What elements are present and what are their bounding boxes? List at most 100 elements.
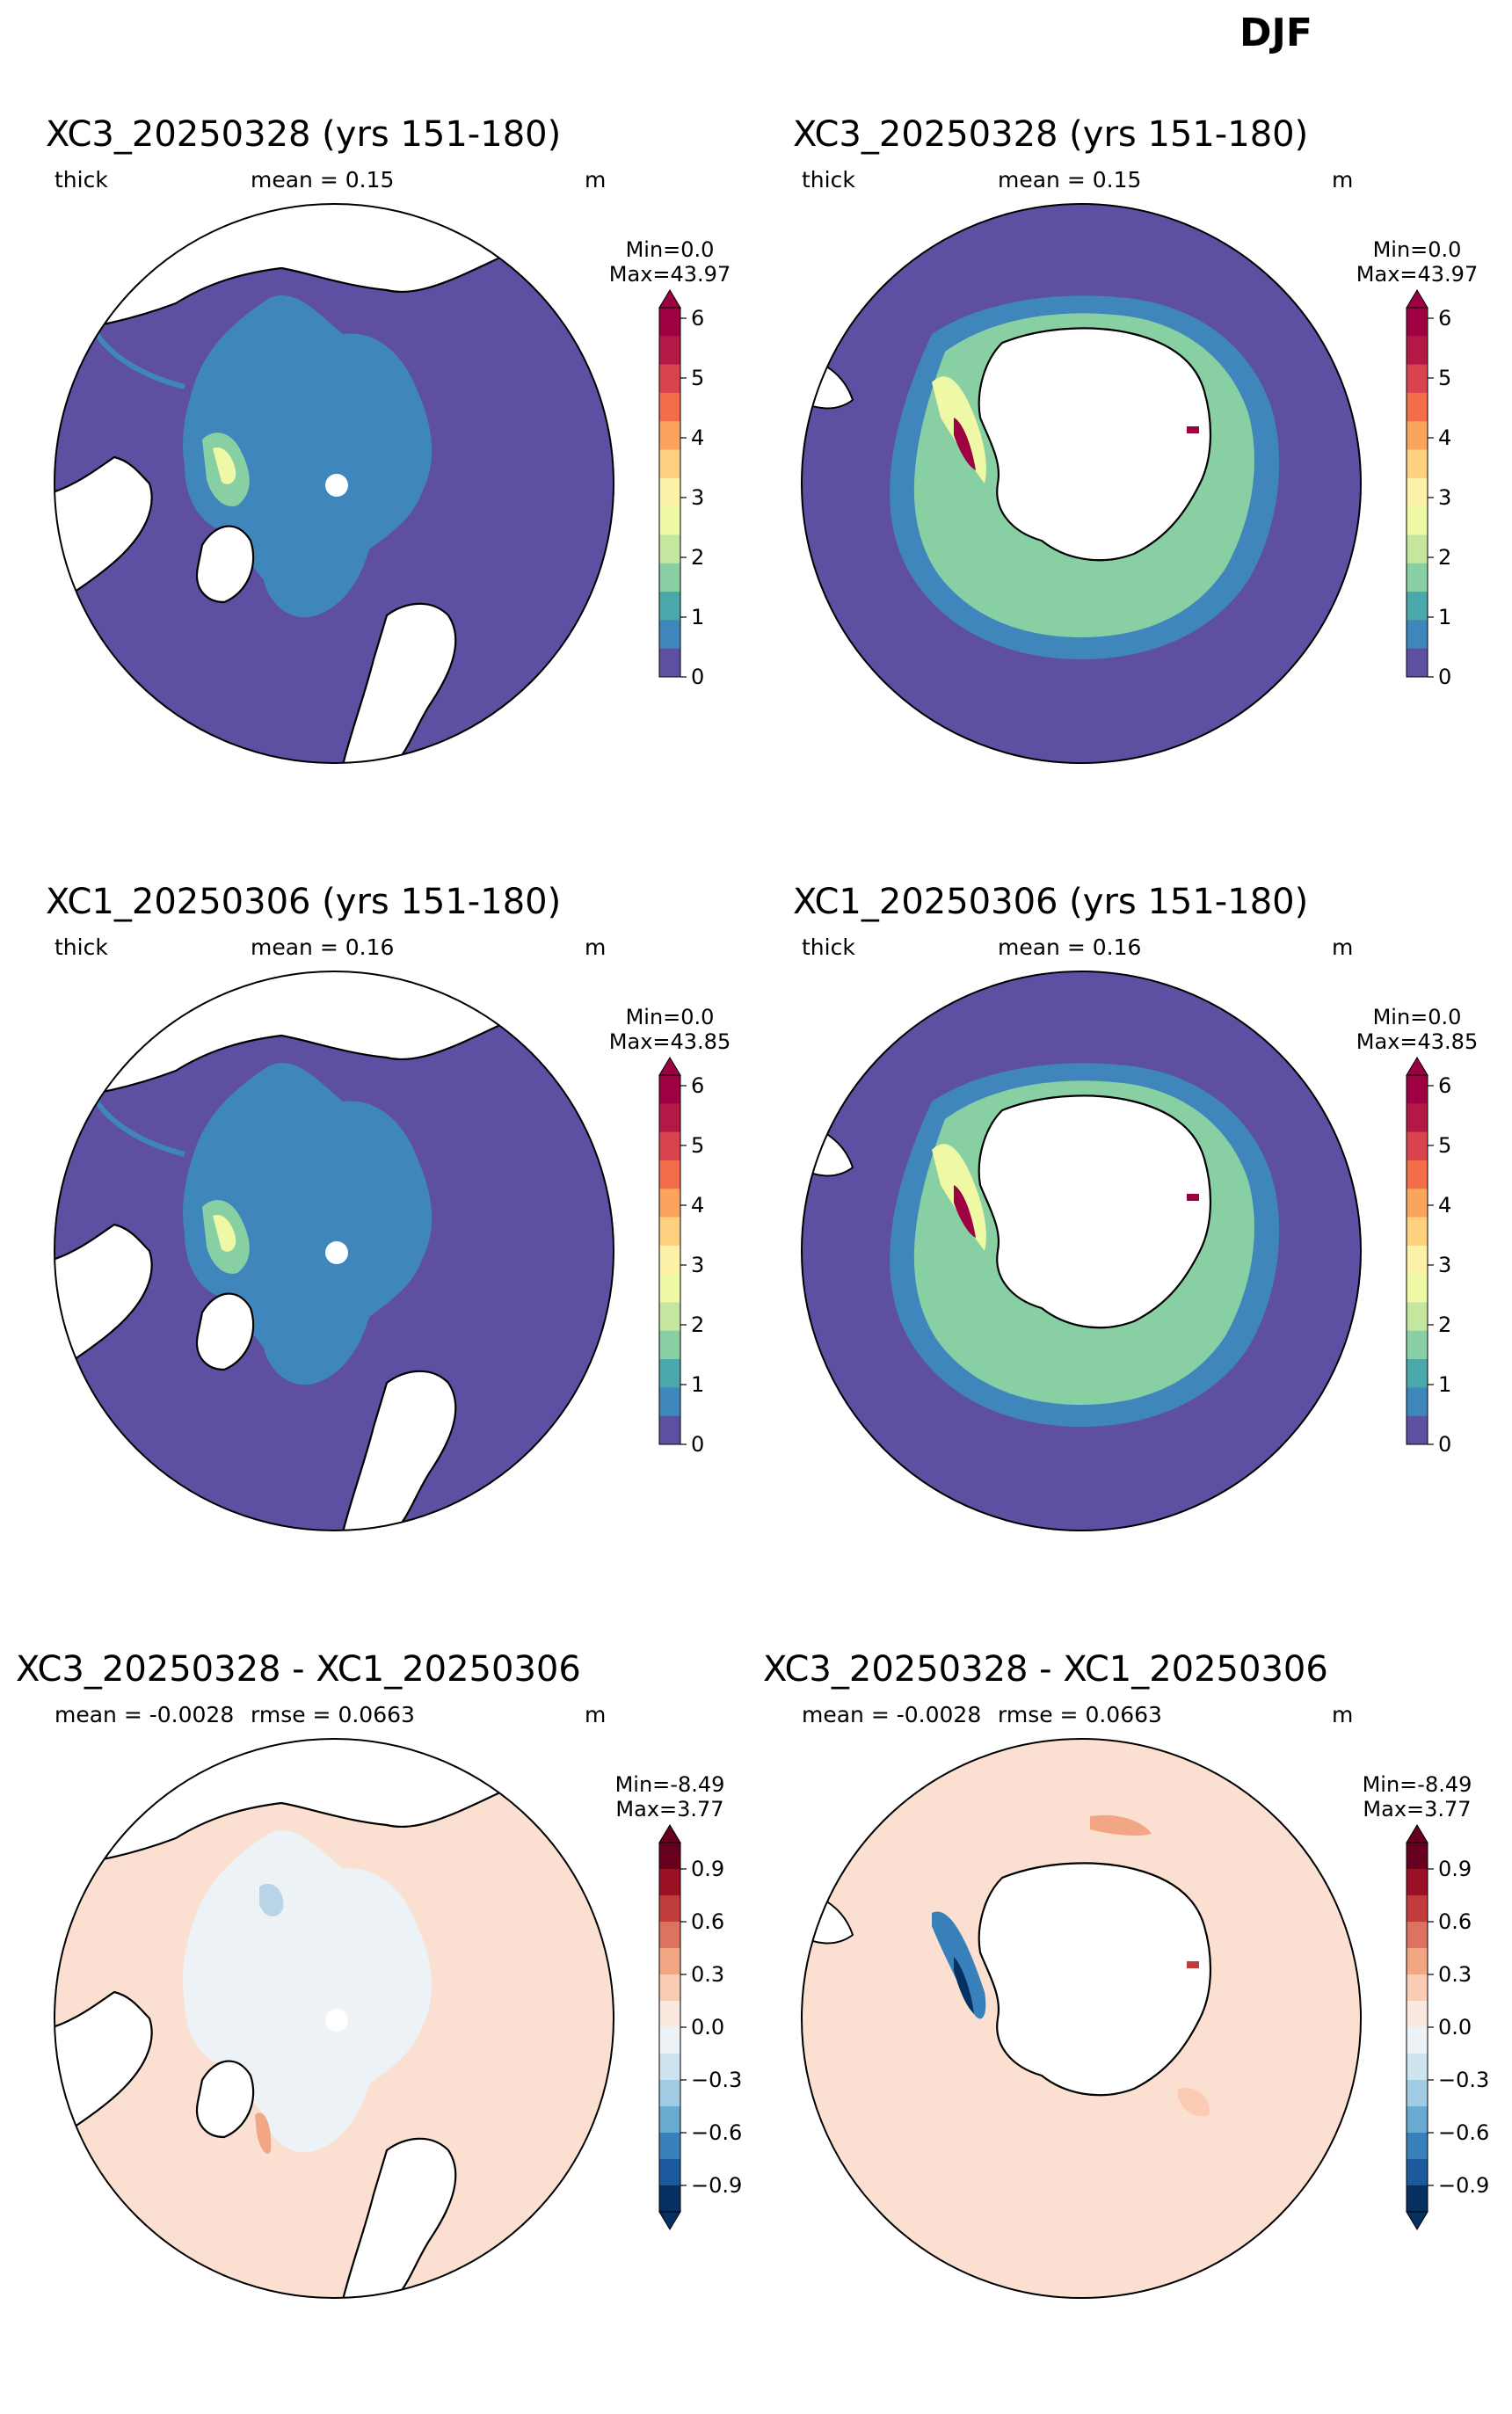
colorbar-segment [659, 449, 680, 479]
land-coastline [341, 602, 457, 763]
colorbar-tick-label: −0.9 [691, 2173, 742, 2198]
colorbar-tick-label: 5 [691, 1133, 704, 1158]
thick-ice-core [1187, 1194, 1199, 1201]
difference-anomaly [954, 1957, 974, 2014]
colorbar: 0.9 0.6 0.3 0.0 −0.3 −0.6 −0.9 Min=-8.49Max=3.7… [1363, 1772, 1489, 2230]
colorbar-extend-min [1406, 2211, 1428, 2230]
colorbar-tick-label: 2 [691, 1312, 704, 1337]
land-coastline [341, 1370, 457, 1531]
colorbar: 0.9 0.6 0.3 0.0 −0.3 −0.6 −0.9 Min=-8.49Max=3.7… [615, 1772, 742, 2230]
colorbar-segment [659, 1103, 680, 1133]
colorbar-segment [659, 308, 680, 337]
panel-title: XC1_20250306 (yrs 151-180) [46, 882, 562, 922]
colorbar-segment [659, 477, 680, 507]
colorbar-tick-label: 0.9 [1438, 1857, 1472, 1881]
polar-map [54, 1738, 614, 2299]
colorbar-tick-label: 0 [1438, 1432, 1451, 1457]
map-panel-diff-arctic: XC3_20250328 - XC1_20250306 mean = -0.00… [0, 1649, 756, 2414]
colorbar-segment [1407, 2001, 1428, 2028]
colorbar-segment [1407, 1302, 1428, 1332]
colorbar-body [658, 1824, 681, 2230]
colorbar-ticks: 0 1 2 3 4 5 6 [680, 306, 704, 689]
colorbar-tick-label: 4 [691, 1193, 704, 1218]
colorbar-segment [1407, 2159, 1428, 2186]
colorbar-segment [659, 1895, 680, 1923]
colorbar-tick-label: 1 [691, 605, 704, 629]
colorbar-tick-label: 0 [1438, 665, 1451, 689]
mean-label: mean = 0.16 [998, 934, 1142, 960]
colorbar-tick-label: 0.0 [1438, 2015, 1472, 2040]
colorbar-tick-label: −0.3 [1438, 2068, 1489, 2092]
colorbar-segment [659, 336, 680, 366]
variable-label: thick [802, 934, 855, 960]
colorbar-tick-label: 3 [691, 485, 704, 510]
colorbar-segment [659, 1245, 680, 1275]
colorbar-segment [1407, 308, 1428, 337]
colorbar-segment [659, 392, 680, 422]
colorbar-segment [1407, 2054, 1428, 2081]
colorbar-extend-max [1406, 1057, 1428, 1076]
colorbar-tick-label: 1 [1438, 605, 1451, 629]
map-boundary [54, 971, 614, 1531]
colorbar-tick-label: 0.6 [1438, 1909, 1472, 1934]
land-coastline [195, 525, 255, 604]
colorbar-segment [1407, 2080, 1428, 2107]
rmse-label: rmse = 0.0663 [998, 1702, 1162, 1727]
land-coastline [55, 1990, 153, 2144]
colorbar-segment [1407, 2027, 1428, 2054]
rmse-label: rmse = 0.0663 [251, 1702, 415, 1727]
colorbar-segment [659, 1330, 680, 1360]
colorbar-outline [1406, 307, 1428, 678]
colorbar-segment [1407, 1948, 1428, 1975]
colorbar-tick-label: 6 [691, 1073, 704, 1098]
ice-edge [94, 332, 185, 389]
colorbar-extend-max [658, 1057, 681, 1076]
land-coastline [195, 1292, 255, 1371]
colorbar-segment [1407, 2133, 1428, 2160]
colorbar-tick-label: 0.9 [691, 1857, 724, 1881]
colorbar-tick-label: −0.6 [1438, 2120, 1489, 2145]
colorbar-segment [659, 1974, 680, 2002]
colorbar-segment [1407, 1217, 1428, 1247]
colorbar-tick-label: 0.6 [691, 1909, 724, 1934]
difference-anomaly [259, 1883, 284, 1917]
colorbar-segment [1407, 563, 1428, 593]
colorbar-segment [659, 2133, 680, 2160]
polar-map [801, 971, 1362, 1531]
thick-ice-core [954, 418, 976, 470]
colorbar-tick-label: 2 [1438, 545, 1451, 570]
colorbar-extend-max [1406, 289, 1428, 309]
map-panel-xc1-arctic: XC1_20250306 (yrs 151-180) thick mean = … [0, 882, 756, 1647]
colorbar-body [1406, 289, 1428, 678]
colorbar-tick-label: 6 [691, 306, 704, 331]
min-label: Min=-8.49 [1363, 1772, 1472, 1797]
colorbar-segment [659, 1217, 680, 1247]
map-panel-xc3-antarctic: XC3_20250328 (yrs 151-180) thick mean = … [747, 114, 1503, 879]
colorbar-extend-min [658, 2211, 681, 2230]
map-boundary [801, 971, 1362, 1531]
colorbar-segment [1407, 506, 1428, 535]
colorbar-ticks: 0 1 2 3 4 5 6 [1428, 1073, 1451, 1457]
colorbar-segment [1407, 2185, 1428, 2213]
colorbar-segment [659, 2054, 680, 2081]
colorbar-segment [659, 1302, 680, 1332]
panel-title: XC3_20250328 (yrs 151-180) [793, 114, 1309, 155]
min-label: Min=0.0 [626, 237, 715, 262]
colorbar-segment [1407, 1869, 1428, 1896]
colorbar-segment [1407, 1387, 1428, 1417]
map-panel-xc3-arctic: XC3_20250328 (yrs 151-180) thick mean = … [0, 114, 756, 879]
pole-hole [325, 2009, 348, 2032]
colorbar-body [1406, 1824, 1428, 2230]
min-label: Min=0.0 [1373, 237, 1462, 262]
colorbar-tick-label: 2 [1438, 1312, 1451, 1337]
colorbar-tick-label: 0 [691, 665, 704, 689]
colorbar-segment [659, 1131, 680, 1161]
colorbar-segment [1407, 336, 1428, 366]
colorbar-segment [659, 506, 680, 535]
colorbar-segment [659, 1922, 680, 1949]
units-label: m [585, 167, 607, 193]
colorbar-outline [658, 307, 681, 678]
